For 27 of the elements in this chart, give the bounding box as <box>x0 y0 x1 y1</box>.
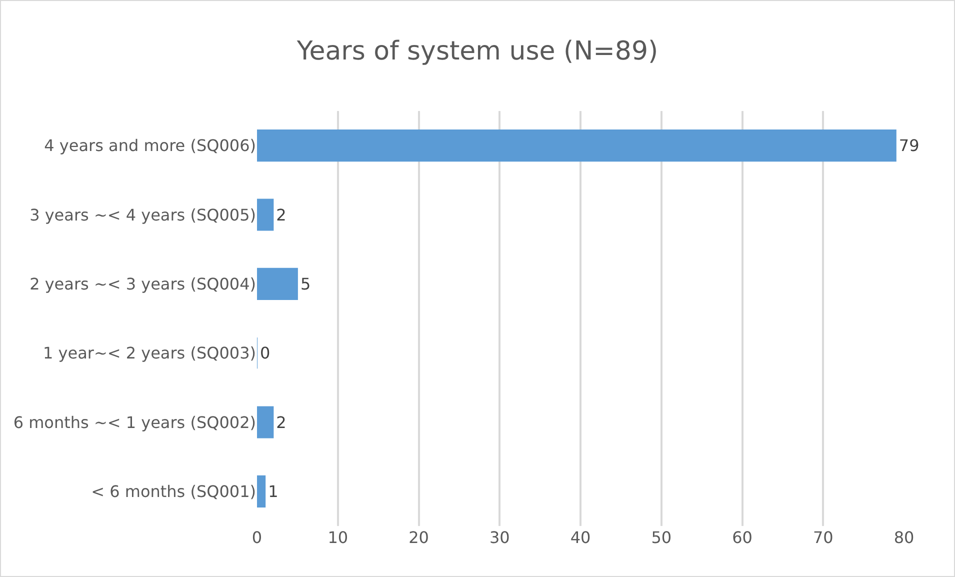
bar <box>257 198 274 231</box>
bar <box>257 475 266 508</box>
y-tick-label: 1 year~< 2 years (SQ003) <box>42 344 256 363</box>
data-label: 1 <box>268 482 278 501</box>
data-label: 2 <box>276 412 286 432</box>
data-label: 79 <box>898 136 920 156</box>
x-tick-label: 80 <box>894 528 914 547</box>
x-tick-label: 40 <box>570 528 591 547</box>
bar <box>257 130 896 162</box>
y-tick-label: 3 years ~< 4 years (SQ005) <box>30 205 256 224</box>
x-tick-label: 20 <box>408 528 429 547</box>
bar <box>257 268 298 300</box>
data-label: 2 <box>276 205 286 224</box>
x-tick-label: 50 <box>651 528 672 547</box>
x-tick-label: 60 <box>732 528 752 547</box>
x-tick-label: 30 <box>489 528 510 547</box>
data-label: 5 <box>300 274 311 294</box>
x-tick-label: 70 <box>812 528 834 547</box>
y-tick-label: < 6 months (SQ001) <box>91 482 256 502</box>
y-tick-label: 6 months ~< 1 years (SQ002) <box>13 412 256 432</box>
y-tick-label: 4 years and more (SQ006) <box>44 136 256 156</box>
x-tick-label: 10 <box>328 528 348 547</box>
y-tick-label: 2 years ~< 3 years (SQ004) <box>30 274 256 294</box>
chart-title: Years of system use (N=89) <box>296 36 658 66</box>
x-tick-label: 0 <box>252 528 262 547</box>
data-label: 0 <box>260 344 270 363</box>
bar <box>257 406 274 438</box>
